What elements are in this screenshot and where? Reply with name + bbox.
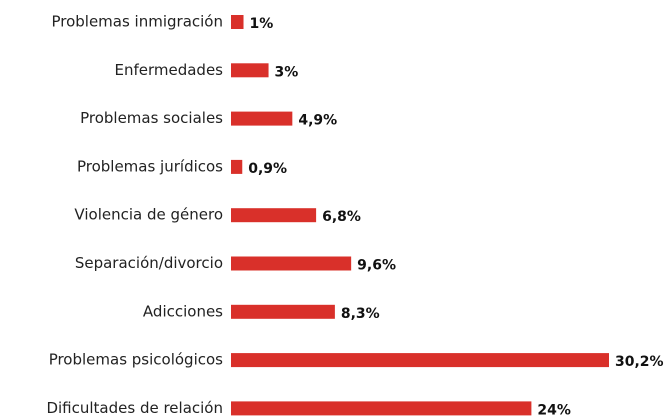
category-label: Adicciones	[143, 302, 223, 320]
value-label: 4,9%	[298, 113, 337, 129]
value-label: 24%	[537, 402, 571, 417]
bar	[231, 304, 335, 319]
bar	[231, 401, 532, 416]
category-label: Problemas jurídicos	[77, 157, 223, 175]
bar	[231, 15, 244, 29]
category-label: Enfermedades	[114, 61, 223, 79]
value-label: 0,9%	[248, 161, 287, 177]
bar	[231, 208, 317, 223]
category-label: Problemas sociales	[80, 109, 223, 127]
bar	[231, 159, 243, 174]
category-label: Dificultades de relación	[46, 399, 223, 417]
bar	[231, 111, 293, 126]
value-label: 9,6%	[357, 258, 396, 274]
value-label: 6,8%	[322, 209, 361, 225]
bar	[231, 256, 352, 271]
bar	[231, 353, 609, 368]
value-label: 3%	[275, 64, 299, 80]
bar	[231, 63, 269, 78]
value-label: 8,3%	[341, 306, 380, 322]
category-label: Separación/divorcio	[75, 254, 223, 272]
value-label: 1%	[250, 16, 274, 32]
category-label: Problemas inmigración	[51, 13, 223, 31]
value-label: 30,2%	[615, 354, 664, 370]
category-label: Problemas psicológicos	[49, 351, 223, 369]
category-label: Violencia de género	[74, 206, 223, 224]
